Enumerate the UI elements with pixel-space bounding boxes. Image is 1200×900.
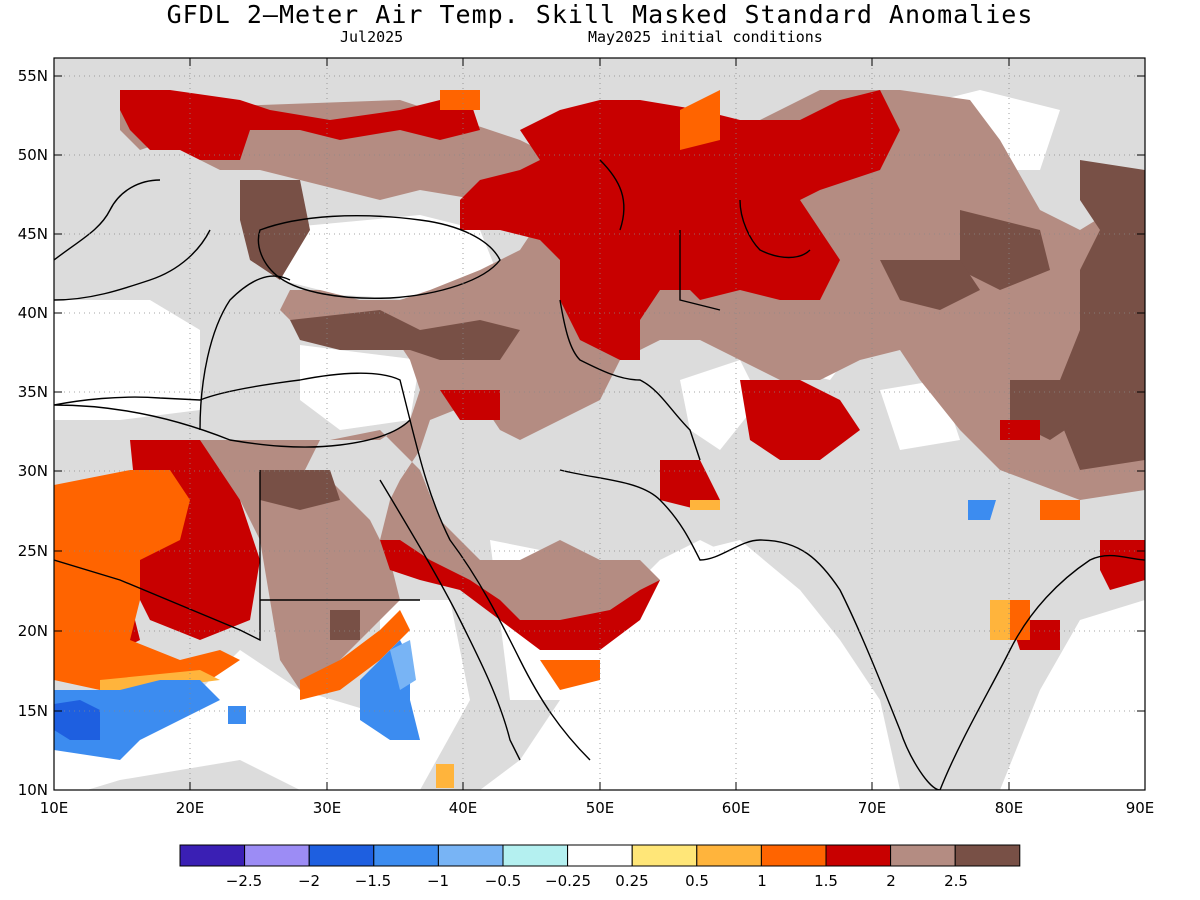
colorbar-swatch [890, 844, 956, 867]
anomaly-neg-0-5-to-neg-1 [390, 640, 416, 690]
lon-label: 60E [722, 799, 751, 817]
lat-ticks [54, 75, 1145, 712]
colorbar-label: 2.5 [944, 872, 968, 890]
anomaly-neg-1-5-to-neg-2 [54, 700, 100, 740]
colorbar-labels: −2.5 −2 −1.5 −1 −0.5 −0.25 0.25 0.5 1 1.… [226, 872, 968, 890]
lon-label: 50E [586, 799, 615, 817]
colorbar-swatch [760, 844, 827, 867]
lon-label: 40E [449, 799, 478, 817]
colorbar-label: 1.5 [814, 872, 838, 890]
colorbar-swatch [631, 844, 698, 867]
lat-label: 55N [18, 67, 48, 85]
colorbar [179, 844, 1021, 867]
lat-label: 10N [18, 781, 48, 799]
lon-label: 90E [1126, 799, 1155, 817]
colorbar-swatch [567, 844, 633, 867]
lat-label: 35N [18, 383, 48, 401]
colorbar-swatch [954, 844, 1021, 867]
gridlines [54, 58, 1145, 790]
colorbar-label: −1 [427, 872, 449, 890]
colorbar-label: −2 [298, 872, 320, 890]
colorbar-swatch [244, 844, 310, 867]
lon-labels: 10E 20E 30E 40E 50E 60E 70E 80E 90E [40, 799, 1155, 817]
lat-label: 20N [18, 622, 48, 640]
lon-label: 20E [176, 799, 205, 817]
colorbar-label: −2.5 [226, 872, 262, 890]
map-title: GFDL 2—Meter Air Temp. Skill Masked Stan… [166, 0, 1034, 29]
colorbar-label: −1.5 [355, 872, 391, 890]
lat-label: 25N [18, 542, 48, 560]
colorbar-swatch [502, 844, 569, 867]
lon-label: 70E [858, 799, 887, 817]
colorbar-swatch [308, 844, 375, 867]
anomaly-2-to-2-5 [120, 90, 1145, 690]
coastlines [54, 159, 1145, 790]
initial-conditions-label: May2025 initial conditions [588, 28, 823, 46]
colorbar-swatch [373, 844, 439, 867]
valid-month-label: Jul2025 [340, 28, 404, 46]
map-area [54, 58, 1145, 790]
colorbar-label: −0.25 [545, 872, 591, 890]
colorbar-label: 1 [757, 872, 767, 890]
lon-label: 80E [995, 799, 1024, 817]
colorbar-label: 2 [886, 872, 896, 890]
lon-label: 30E [313, 799, 342, 817]
lat-labels: 55N 50N 45N 40N 35N 30N 25N 20N 15N 10N [18, 67, 48, 799]
lat-label: 15N [18, 702, 48, 720]
colorbar-label: 0.5 [685, 872, 709, 890]
lon-ticks [189, 58, 1010, 790]
colorbar-swatch [825, 844, 892, 867]
colorbar-label: −0.5 [485, 872, 521, 890]
colorbar-swatch [437, 844, 504, 867]
lat-label: 50N [18, 146, 48, 164]
lon-label: 10E [40, 799, 69, 817]
anomaly-1-5-to-2 [54, 90, 1145, 660]
lat-label: 40N [18, 304, 48, 322]
colorbar-swatch [696, 844, 762, 867]
anomaly-1-to-1-5 [54, 90, 1080, 700]
lat-label: 30N [18, 462, 48, 480]
colorbar-swatch [179, 844, 246, 867]
lat-label: 45N [18, 225, 48, 243]
colorbar-label: 0.25 [615, 872, 648, 890]
